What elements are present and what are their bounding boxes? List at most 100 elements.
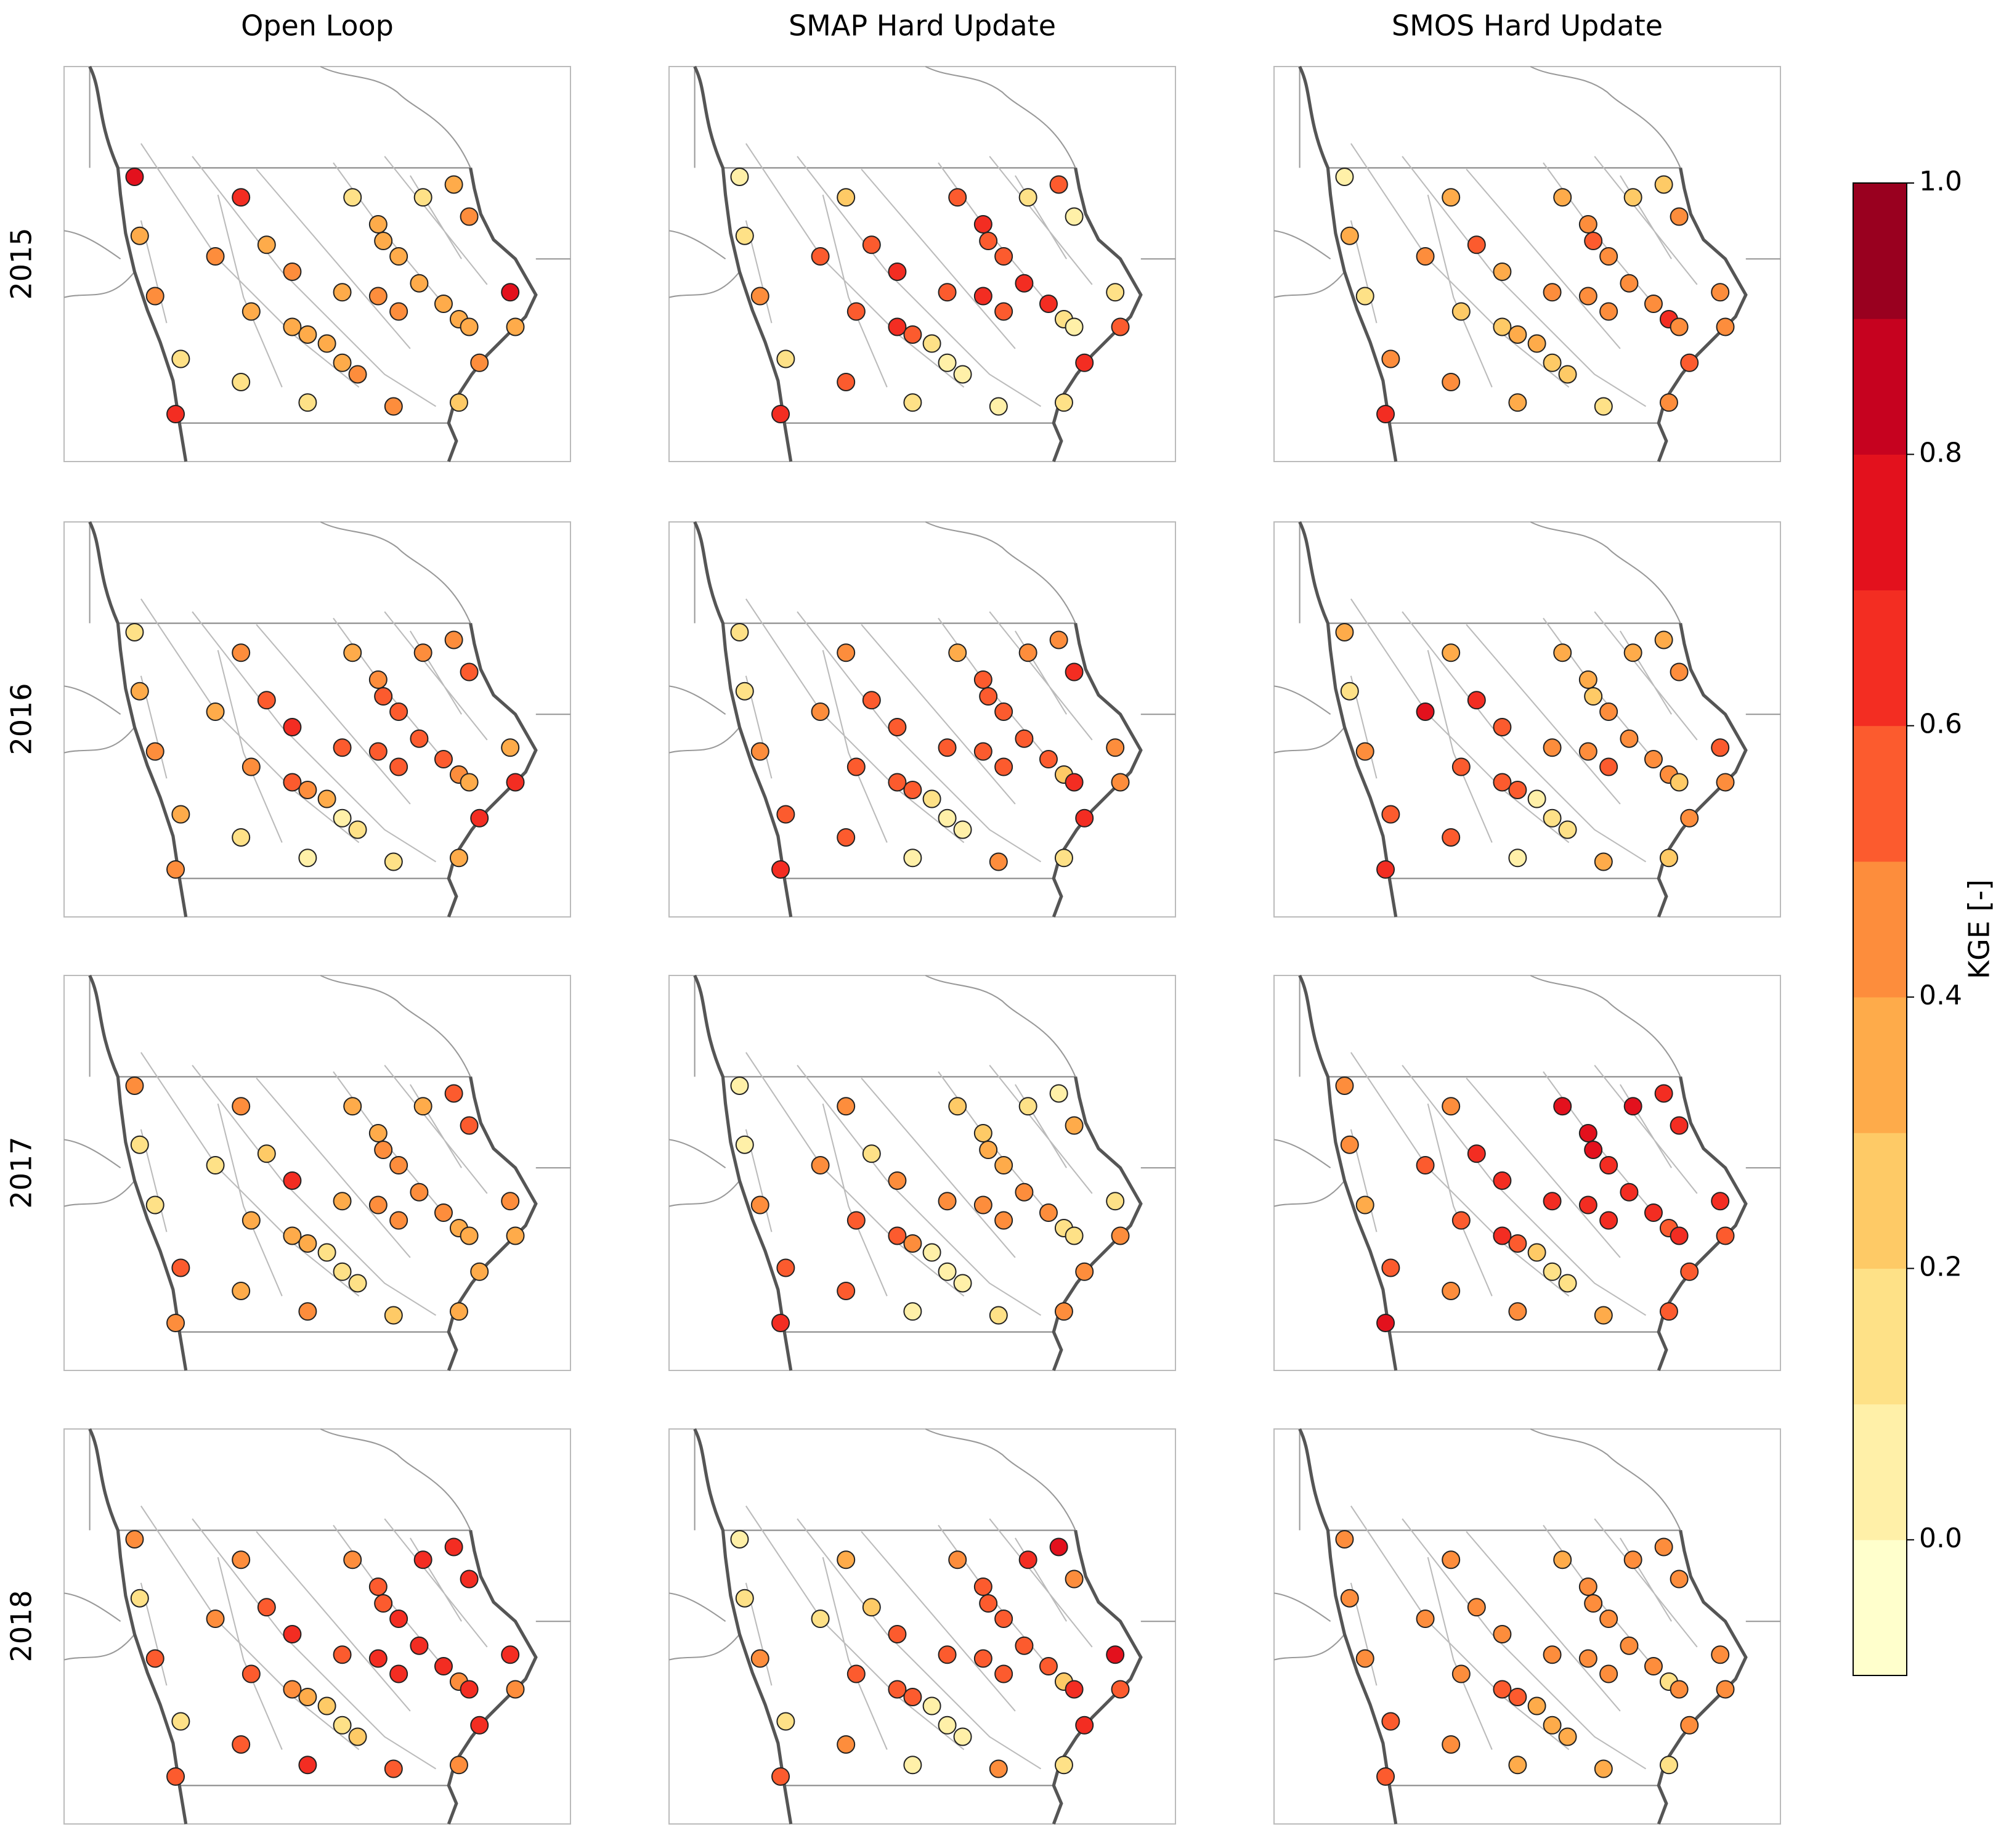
station [938,283,957,302]
station [1335,622,1354,641]
station [1670,207,1689,226]
station [1467,235,1486,254]
station [948,643,967,662]
station [1106,1192,1125,1211]
map-panel [1274,522,1780,917]
station [1065,1116,1084,1135]
station [206,1156,225,1175]
station [1578,287,1597,306]
station [257,691,276,710]
station [145,1195,164,1215]
station [384,1759,403,1778]
station [460,317,479,336]
station [283,1680,302,1699]
station [1451,1211,1471,1230]
station [232,1735,251,1754]
station [444,630,463,649]
station [171,349,190,368]
station [460,662,479,682]
panel-frame [1273,66,1781,462]
station [206,247,225,266]
station [368,1123,388,1142]
colorbar-bin [1853,725,1907,862]
station [298,393,317,412]
station [1670,317,1689,336]
station [938,1716,957,1735]
station [771,860,790,879]
station [470,1716,489,1735]
station [888,717,907,736]
station [506,1680,525,1699]
station [1381,1258,1400,1277]
station [1065,773,1084,792]
station [1493,773,1512,792]
station [1711,1645,1730,1664]
station [1716,317,1735,336]
station [348,1727,367,1746]
station [1508,325,1527,344]
station [994,247,1013,266]
station [1376,860,1395,879]
station [1620,1636,1639,1655]
station [283,1226,302,1245]
station [1543,1192,1562,1211]
station [374,232,393,251]
map-panel [1274,1429,1780,1824]
station [922,1696,941,1716]
station [1623,188,1642,207]
station [837,1097,856,1116]
station [1442,372,1461,391]
station [1381,805,1400,824]
station [368,214,388,234]
station [125,1529,144,1549]
station [1018,1550,1037,1569]
station [1355,742,1374,761]
station [1680,353,1699,372]
station [994,757,1013,776]
station [730,1076,749,1095]
station [1018,188,1037,207]
station [903,325,922,344]
station [1416,702,1435,722]
station [1111,773,1130,792]
station [1680,808,1699,828]
station [979,232,998,251]
station [989,1759,1008,1778]
station [1015,729,1034,748]
colorbar-tick-label: 1.0 [1919,166,1962,197]
station [888,1624,907,1643]
station [1065,1226,1084,1245]
station [730,167,749,186]
station [501,1192,520,1211]
station [1578,1577,1597,1596]
station [130,226,149,245]
station [1543,808,1562,828]
station [1493,1226,1512,1245]
station [232,188,251,207]
station [333,738,352,757]
station [979,687,998,706]
station [938,1645,957,1664]
station [776,805,795,824]
station [166,860,185,879]
station [166,1767,185,1786]
station [145,742,164,761]
station [811,702,830,722]
map-panel [64,975,570,1370]
colorbar-bin [1853,1539,1907,1676]
station [938,1262,957,1281]
station [1065,207,1084,226]
station [1716,1226,1735,1245]
station [973,670,992,689]
station [1340,1135,1359,1154]
station [1623,1097,1642,1116]
row-label: 2016 [5,683,38,755]
station [1558,1274,1577,1293]
station [1111,1680,1130,1699]
station [903,1234,922,1253]
station [1015,1182,1034,1202]
station [1015,274,1034,293]
station [750,742,769,761]
station [1711,283,1730,302]
